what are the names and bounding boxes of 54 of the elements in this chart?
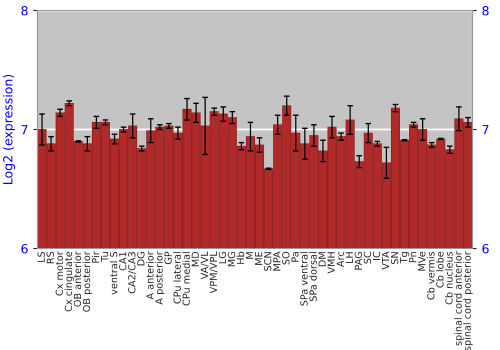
x-tick-label: Tu <box>101 252 108 262</box>
x-tick-label: CPu medial <box>182 252 190 306</box>
x-tick-label: Pn <box>409 252 416 262</box>
x-tick-label: Cx motor <box>56 251 63 296</box>
x-tick-label: spinal cord anterior <box>454 251 464 346</box>
x-tick-label: LG <box>218 252 226 264</box>
x-tick-label: MD <box>192 252 199 266</box>
x-tick-label: VMH <box>328 252 335 274</box>
x-tick-label: Cb nucleus <box>445 252 453 304</box>
x-tick-label: A anterior <box>146 251 154 300</box>
y-tick-label: 6 <box>21 244 28 254</box>
x-tick-label: GP <box>164 252 172 264</box>
x-tick-label: LH <box>346 252 353 264</box>
x-tick-label: Pir <box>92 251 100 263</box>
x-tick-label: DM <box>318 252 326 266</box>
x-tick-label: VPM/VPL <box>210 251 218 294</box>
x-tick-label: RS <box>46 252 54 264</box>
y-tick-label: 8 <box>21 6 28 16</box>
x-tick-label: SPa dorsal <box>309 252 317 302</box>
x-tick-label: CA2/CA3 <box>128 252 136 294</box>
x-tick-label: Pa <box>291 252 299 262</box>
x-tick-label: Tg <box>400 252 410 264</box>
x-tick-label: Cx cingulate <box>64 252 74 312</box>
y-axis-title: Log2 (expression) <box>2 74 15 184</box>
x-tick-label: OB anterior <box>74 251 82 307</box>
x-tick-label: SO <box>282 252 290 264</box>
x-tick-label: DG <box>137 252 145 266</box>
x-tick-label: M <box>246 252 254 259</box>
x-tick-label: ME <box>255 252 262 265</box>
x-tick-label: LS <box>38 252 45 262</box>
y-tick-label: 7 <box>22 125 28 134</box>
x-tick-label: Cb vermis <box>427 252 435 300</box>
x-tick-label: Arc <box>336 252 344 267</box>
x-tick-label: MPA <box>273 251 280 271</box>
x-tick-label: Hb <box>236 252 244 264</box>
x-tick-label: SC <box>364 252 372 264</box>
y2-tick-label: 7 <box>482 125 488 134</box>
y2-tick-label: 6 <box>482 244 489 254</box>
x-tick-label: OB posterior <box>82 251 92 312</box>
x-tick-label: A posterior <box>155 251 165 305</box>
x-tick-label: IC <box>372 252 380 260</box>
x-tick-label: SPa ventral <box>300 252 308 306</box>
x-tick-label: VTA <box>382 251 390 270</box>
x-tick-label: MG <box>228 252 236 266</box>
x-tick-label: SCN <box>264 252 272 271</box>
x-tick-label: CPu lateral <box>173 252 181 304</box>
x-tick-label: MVe <box>418 252 426 271</box>
x-tick-label: PAG <box>354 252 362 270</box>
y2-tick-label: 8 <box>482 6 489 16</box>
x-tick-label: VA/VL <box>200 251 209 280</box>
x-tick-label: Cb lobe <box>436 252 444 288</box>
x-tick-label: ventral S <box>110 252 118 295</box>
x-tick-label: CA1 <box>119 252 126 270</box>
x-tick-label: SN <box>390 252 398 264</box>
